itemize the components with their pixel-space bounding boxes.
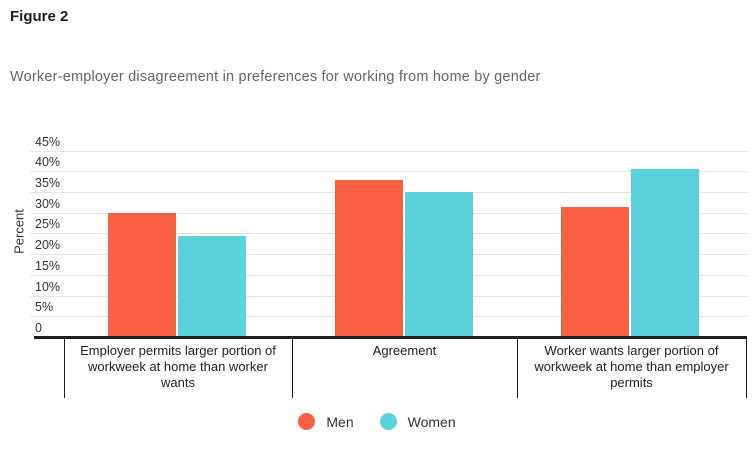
figure-label: Figure 2 [10,8,69,25]
bar-men-1 [107,212,176,337]
y-tick-label: 25% [35,217,61,232]
category-label: Employer permits larger portion of workw… [80,343,276,390]
bar-women-2 [405,192,474,337]
y-gridline [30,150,747,152]
y-tick-label: 40% [35,155,61,170]
legend-label: Men [326,413,354,430]
legend-label: Women [407,413,456,430]
y-axis-title: Percent [11,209,27,254]
bar-women-3 [630,169,699,337]
y-tick-label: 15% [35,258,61,273]
legend-swatch-women [379,413,397,430]
x-axis-line [34,336,747,339]
legend-item-women[interactable]: Women [379,413,456,430]
y-tick-label: 20% [35,238,61,253]
category-label: Agreement [372,343,437,358]
y-tick-label: 5% [35,300,54,315]
y-tick-label: 10% [35,279,61,294]
y-tick-label: 45% [35,134,61,149]
legend-swatch-men [298,413,316,430]
bar-men-2 [335,179,404,337]
legend-item-men[interactable]: Men [298,413,354,430]
chart-subtitle: Worker-employer disagreement in preferen… [10,69,541,85]
category-tick [746,336,747,398]
legend: Men Women [0,413,754,430]
bar-men-3 [560,206,629,337]
category-tick [64,336,65,398]
y-gridline [30,171,747,173]
category-tick [517,336,518,398]
category-tick [292,336,293,398]
category-label: Worker wants larger portion of workweek … [534,343,729,390]
bar-women-1 [177,235,246,337]
y-tick-label: 35% [35,176,61,190]
y-tick-label: 0 [35,321,42,335]
y-tick-label: 30% [35,196,61,211]
